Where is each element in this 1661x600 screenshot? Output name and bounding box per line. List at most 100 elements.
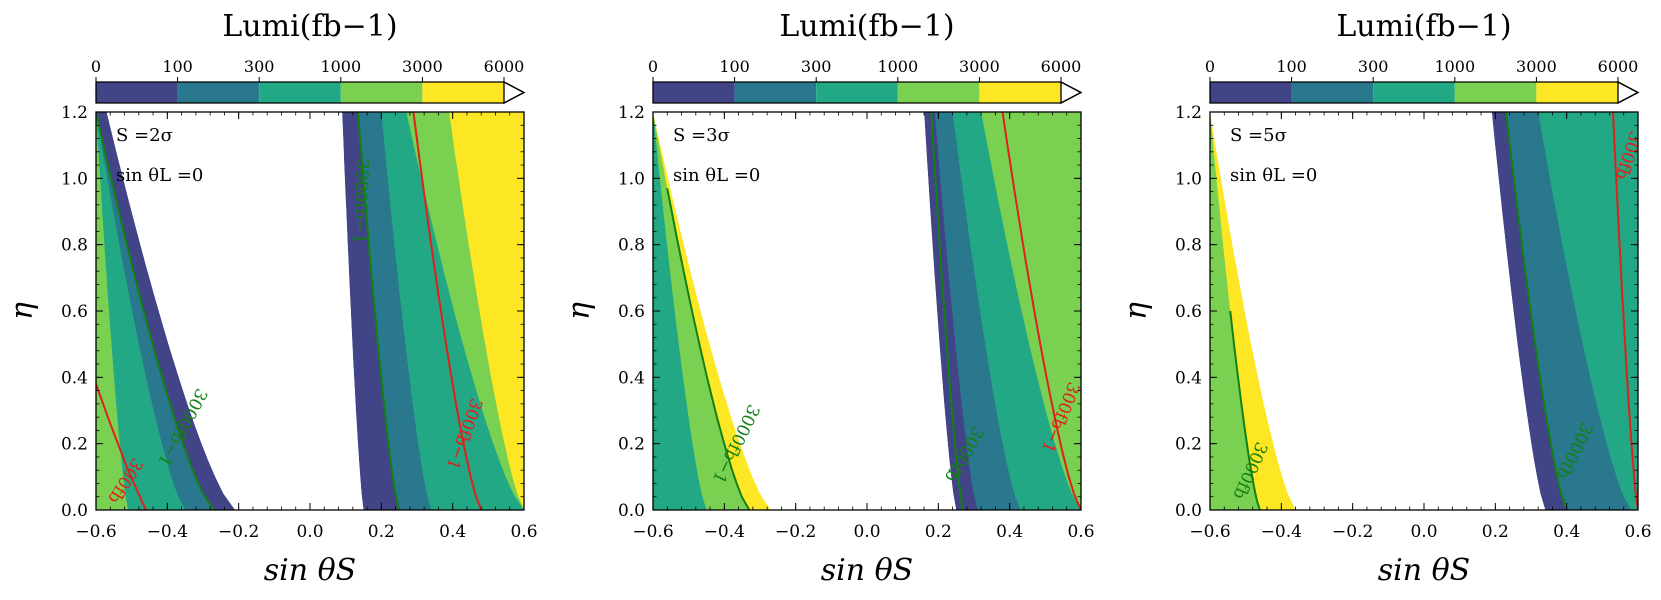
x-tick-label: 0.0: [1410, 522, 1437, 542]
colorbar-segment: [1291, 82, 1374, 103]
right-band-3: [981, 112, 1081, 510]
contour-line-green: [666, 188, 751, 510]
y-tick-label: 0.6: [61, 302, 88, 322]
y-tick-label: 1.0: [618, 169, 645, 189]
colorbar-tick-label: 3000: [402, 57, 443, 76]
x-axis-label: sin θS: [1378, 553, 1470, 588]
colorbar-tick-label: 1000: [1434, 57, 1475, 76]
contour-line-red: [412, 112, 483, 510]
colorbar-title: Lumi(fb−1): [1336, 9, 1511, 44]
x-tick-label: −0.2: [1332, 522, 1373, 542]
left-band-1: [1210, 112, 1260, 510]
colorbar-tick-label: 3000: [1516, 57, 1557, 76]
colorbar-tick-label: 6000: [484, 57, 525, 76]
colorbar-extend-arrow: [1617, 80, 1640, 105]
y-tick-label: 1.2: [618, 103, 645, 123]
x-tick-label: −0.4: [147, 522, 188, 542]
contour-line-green: [930, 112, 965, 510]
left-band-3: [96, 112, 129, 510]
x-tick-label: −0.4: [704, 522, 745, 542]
colorbar-frame: [1209, 81, 1640, 104]
x-tick-label: −0.2: [218, 522, 259, 542]
colorbar-tick-label: 1000: [320, 57, 361, 76]
colorbar-segment: [816, 82, 898, 103]
x-tick-label: 0.2: [368, 522, 395, 542]
y-tick-label: 0.2: [61, 435, 88, 455]
y-tick-label: 0.2: [1175, 435, 1202, 455]
colorbar-tick-label: 3000: [959, 57, 1000, 76]
y-tick-label: 0.4: [61, 368, 88, 388]
colorbar-tick-label: 0: [1205, 57, 1215, 76]
x-tick-label: 0.0: [853, 522, 880, 542]
blank-region: [1210, 112, 1546, 510]
colorbar-segment: [734, 82, 817, 103]
contour-line-green: [96, 112, 215, 510]
colorbar-tick-label: 300: [244, 57, 275, 76]
colorbar-segment: [177, 82, 260, 103]
y-tick-label: 0.8: [61, 236, 88, 256]
plot-area: 3000fb−1 3000fb 300fb−1: [653, 112, 1081, 510]
x-tick-label: 0.2: [925, 522, 952, 542]
x-tick-label: 0.2: [1482, 522, 1509, 542]
contour-line-green: [1505, 112, 1568, 510]
y-tick-label: 1.2: [61, 103, 88, 123]
y-tick-label: 0.6: [618, 302, 645, 322]
x-tick-label: −0.4: [1261, 522, 1302, 542]
colorbar-extend-arrow: [1060, 80, 1083, 105]
colorbar-segment: [1536, 82, 1618, 103]
colorbar-segment: [1373, 82, 1455, 103]
y-tick-label: 0.0: [1175, 501, 1202, 521]
colorbar-tick-label: 100: [1276, 57, 1307, 76]
x-tick-label: 0.4: [996, 522, 1023, 542]
x-tick-label: −0.6: [75, 522, 116, 542]
y-tick-label: 0.8: [1175, 236, 1202, 256]
colorbar: 0 100 300 1000 3000 6000 Lumi(fb−1): [91, 9, 526, 105]
colorbar-extend-arrow: [503, 80, 526, 105]
y-tick-label: 0.6: [1175, 302, 1202, 322]
blank-region: [653, 112, 957, 510]
y-axis-label: η: [1119, 302, 1154, 320]
x-tick-label: −0.2: [775, 522, 816, 542]
x-axis-label: sin θS: [264, 553, 356, 588]
x-tick-label: 0.4: [1553, 522, 1580, 542]
y-tick-label: 0.2: [618, 435, 645, 455]
x-tick-label: 0.4: [439, 522, 466, 542]
contour-line-green: [357, 112, 401, 510]
y-tick-label: 0.8: [618, 236, 645, 256]
significance-annotation: S =5σ: [1230, 125, 1287, 146]
y-axis-label: η: [562, 302, 597, 320]
colorbar-segment: [422, 82, 504, 103]
colorbar-tick-label: 6000: [1041, 57, 1082, 76]
y-tick-label: 0.0: [618, 501, 645, 521]
colorbar-segment: [259, 82, 341, 103]
y-tick-label: 1.0: [1175, 169, 1202, 189]
right-band-4: [449, 112, 524, 510]
colorbar-title: Lumi(fb−1): [222, 9, 397, 44]
mixing-annotation: sin θL =0: [673, 165, 760, 186]
colorbar-tick-label: 0: [648, 57, 658, 76]
significance-annotation: S =3σ: [673, 125, 730, 146]
x-tick-label: 0.6: [510, 522, 537, 542]
x-tick-label: −0.6: [1189, 522, 1230, 542]
colorbar-segment: [653, 82, 735, 103]
y-tick-label: 0.4: [618, 368, 645, 388]
contour-label: 3000fb−1: [349, 158, 372, 244]
panel-2: 3000fb−1 3000fb 300fb−1S =3σ sin θL =0 −0.6 −…: [562, 9, 1095, 588]
colorbar-segment: [979, 82, 1061, 103]
x-axis-label: sin θS: [821, 553, 913, 588]
y-tick-label: 0.4: [1175, 368, 1202, 388]
colorbar-segment: [340, 82, 423, 103]
contour-line-red: [1001, 112, 1081, 510]
colorbar-title: Lumi(fb−1): [779, 9, 954, 44]
colorbar: 0 100 300 1000 3000 6000 Lumi(fb−1): [1205, 9, 1640, 105]
colorbar-tick-label: 0: [91, 57, 101, 76]
colorbar-segment: [897, 82, 980, 103]
colorbar-tick-label: 1000: [877, 57, 918, 76]
blank-region: [106, 112, 364, 510]
colorbar-tick-label: 100: [162, 57, 193, 76]
